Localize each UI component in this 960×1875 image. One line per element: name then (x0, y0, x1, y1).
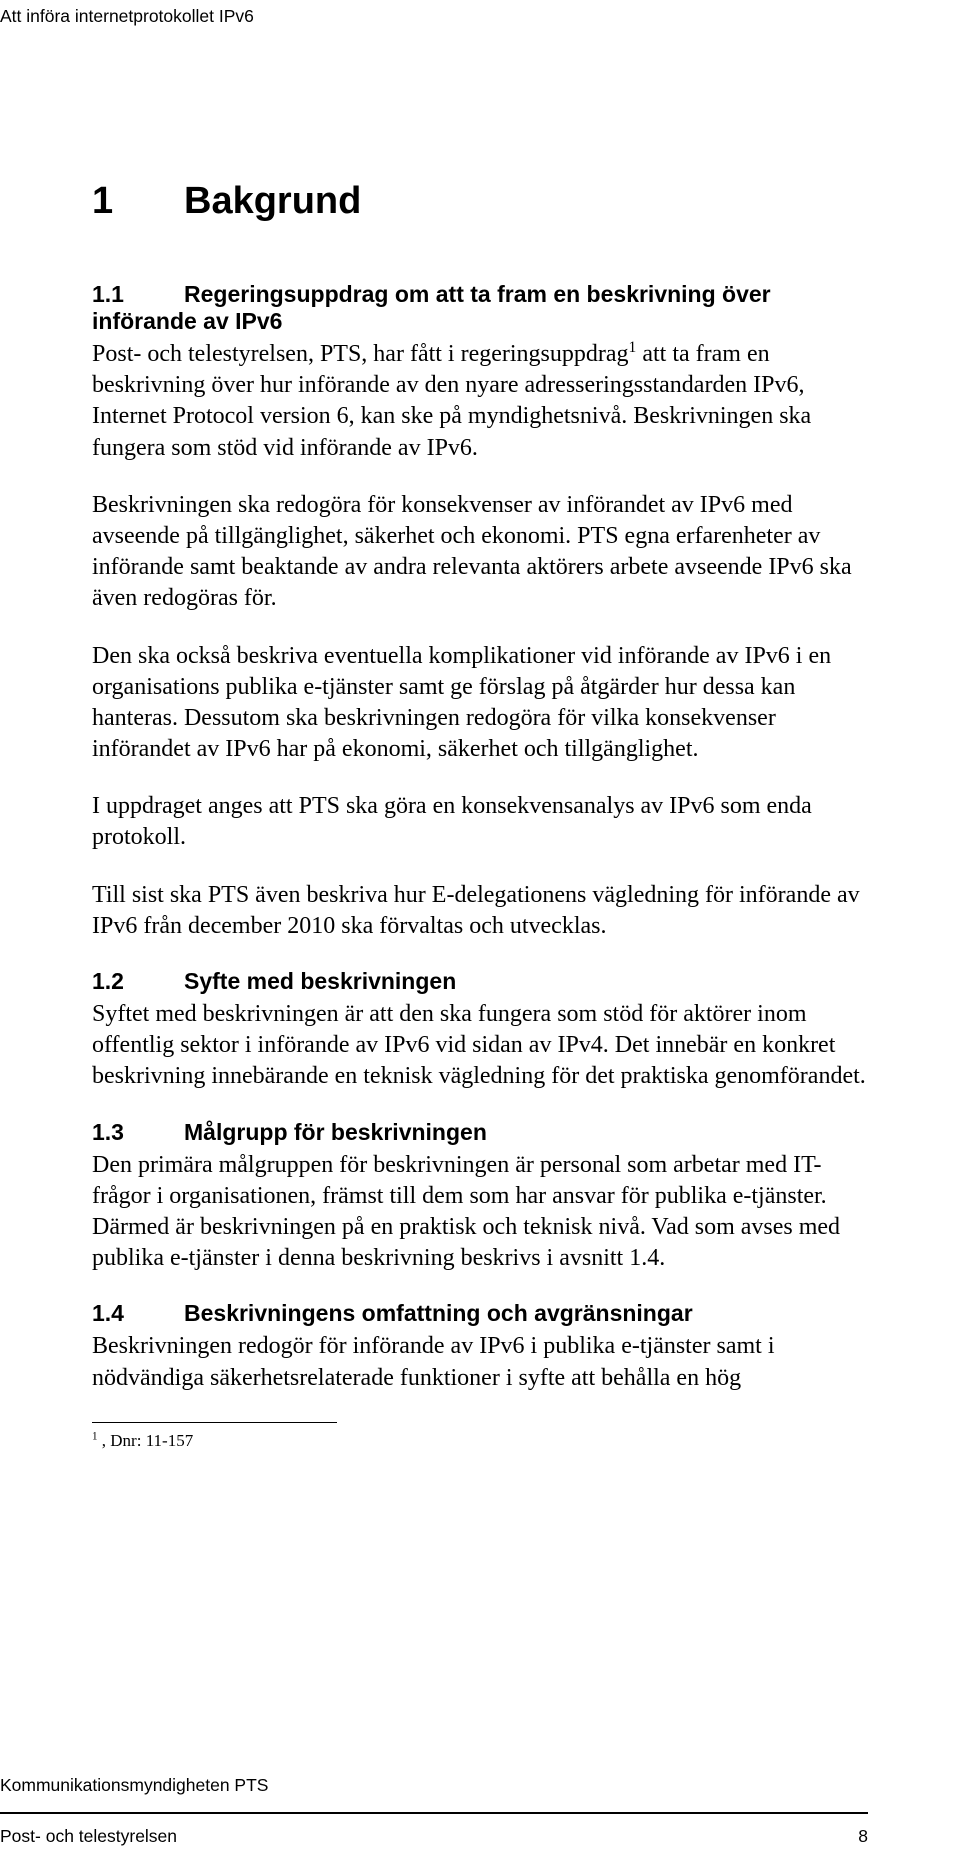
heading-1-3: 1.3Målgrupp för beskrivningen (92, 1119, 868, 1146)
paragraph-text: Post- och telestyrelsen, PTS, har fått i… (92, 341, 629, 367)
paragraph: I uppdraget anges att PTS ska göra en ko… (92, 791, 868, 853)
content-region: 1Bakgrund 1.1Regeringsuppdrag om att ta … (92, 0, 868, 1451)
heading-1-bakgrund: 1Bakgrund (92, 180, 868, 223)
heading-text: Målgrupp för beskrivningen (184, 1119, 487, 1145)
footer-rule (0, 1812, 868, 1814)
page-number: 8 (858, 1826, 868, 1847)
running-header: Att införa internetprotokollet IPv6 (0, 6, 254, 27)
footer-line: Post- och telestyrelsen 8 (0, 1826, 868, 1847)
footnote-text: , Dnr: 11-157 (98, 1431, 194, 1450)
heading-text: Syfte med beskrivningen (184, 968, 456, 994)
paragraph: Den ska också beskriva eventuella kompli… (92, 641, 868, 766)
footnote-rule (92, 1422, 337, 1423)
paragraph: Den primära målgruppen för beskrivningen… (92, 1150, 868, 1275)
paragraph: Post- och telestyrelsen, PTS, har fått i… (92, 339, 868, 464)
page: Att införa internetprotokollet IPv6 1Bak… (0, 0, 960, 1875)
heading-number: 1 (92, 180, 184, 223)
footer-left: Post- och telestyrelsen (0, 1826, 177, 1847)
heading-text: Bakgrund (184, 180, 361, 222)
footer-organization: Kommunikationsmyndigheten PTS (0, 1775, 868, 1796)
heading-text: Beskrivningens omfattning och avgränsnin… (184, 1300, 693, 1326)
paragraph: Till sist ska PTS även beskriva hur E-de… (92, 880, 868, 942)
paragraph: Beskrivningen ska redogöra för konsekven… (92, 490, 868, 615)
page-footer: Kommunikationsmyndigheten PTS Post- och … (0, 1775, 960, 1847)
footnote: 1 , Dnr: 11-157 (92, 1431, 868, 1451)
heading-number: 1.1 (92, 281, 184, 308)
paragraph: Beskrivningen redogör för införande av I… (92, 1331, 868, 1393)
paragraph: Syftet med beskrivningen är att den ska … (92, 999, 868, 1093)
heading-text: Regeringsuppdrag om att ta fram en beskr… (92, 281, 771, 334)
heading-number: 1.3 (92, 1119, 184, 1146)
heading-1-4: 1.4Beskrivningens omfattning och avgräns… (92, 1300, 868, 1327)
heading-1-2: 1.2Syfte med beskrivningen (92, 968, 868, 995)
heading-1-1: 1.1Regeringsuppdrag om att ta fram en be… (92, 281, 868, 335)
heading-number: 1.4 (92, 1300, 184, 1327)
heading-number: 1.2 (92, 968, 184, 995)
